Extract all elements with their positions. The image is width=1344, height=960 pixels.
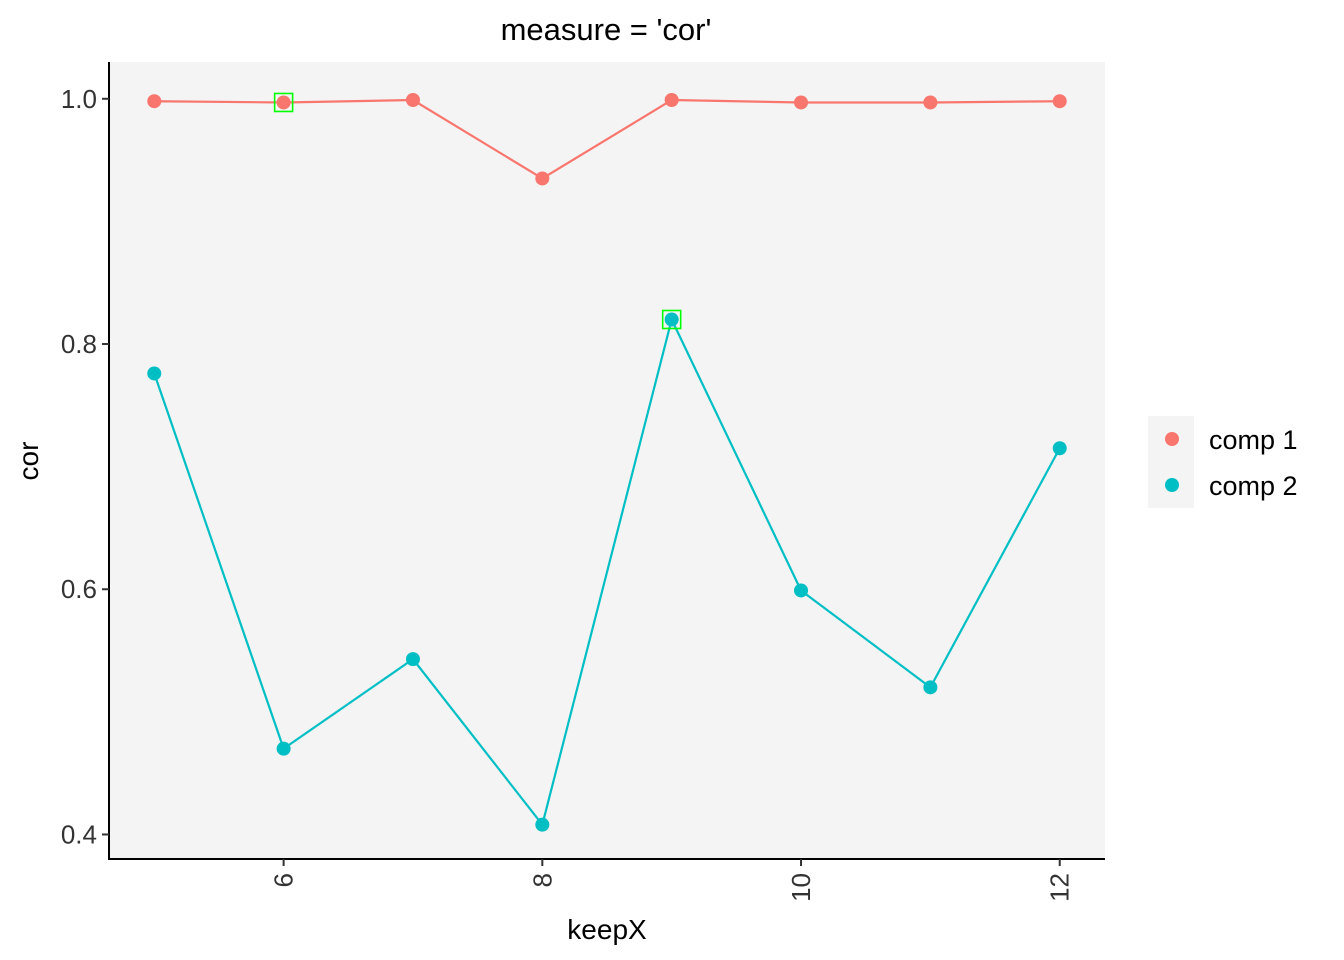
series-line-2 — [153, 316, 1061, 828]
legend-label-1: comp 1 — [1209, 425, 1298, 455]
x-tick-label: 12 — [1045, 873, 1075, 902]
y-tick-label: 0.6 — [61, 574, 97, 604]
data-point — [923, 95, 938, 110]
legend-key-1 — [1165, 432, 1179, 446]
optimal-point-marker — [661, 309, 682, 330]
legend: comp 1 comp 2 — [1148, 416, 1298, 508]
data-point — [405, 652, 420, 667]
data-point — [535, 817, 550, 832]
data-point — [276, 741, 291, 756]
series-line-1 — [154, 98, 1060, 180]
y-axis-label: cor — [13, 442, 44, 481]
optimal-point-marker — [273, 92, 294, 113]
data-point — [923, 680, 938, 695]
legend-background — [1148, 416, 1194, 508]
series-layer — [147, 92, 1067, 832]
x-tick-label: 8 — [527, 873, 557, 887]
y-ticks: 0.4 0.6 0.8 1.0 — [61, 84, 109, 849]
x-tick-label: 6 — [269, 873, 299, 887]
x-ticks: 6 8 10 12 — [269, 859, 1075, 902]
data-point — [405, 93, 420, 108]
data-point — [276, 95, 291, 110]
data-point — [1052, 94, 1067, 109]
chart-title: measure = 'cor' — [501, 12, 712, 47]
data-point — [664, 93, 679, 108]
x-tick-label: 10 — [786, 873, 816, 902]
data-point — [147, 94, 162, 109]
data-point — [147, 366, 162, 381]
data-point — [664, 312, 679, 327]
legend-label-2: comp 2 — [1209, 471, 1298, 501]
y-tick-label: 0.8 — [61, 329, 97, 359]
data-point — [794, 95, 809, 110]
x-axis-label: keepX — [567, 914, 647, 945]
data-point — [1052, 441, 1067, 456]
legend-key-2 — [1165, 478, 1179, 492]
data-point — [794, 583, 809, 598]
y-tick-label: 0.4 — [61, 819, 97, 849]
plot-panel — [109, 62, 1105, 859]
y-tick-label: 1.0 — [61, 84, 97, 114]
data-point — [535, 171, 550, 186]
